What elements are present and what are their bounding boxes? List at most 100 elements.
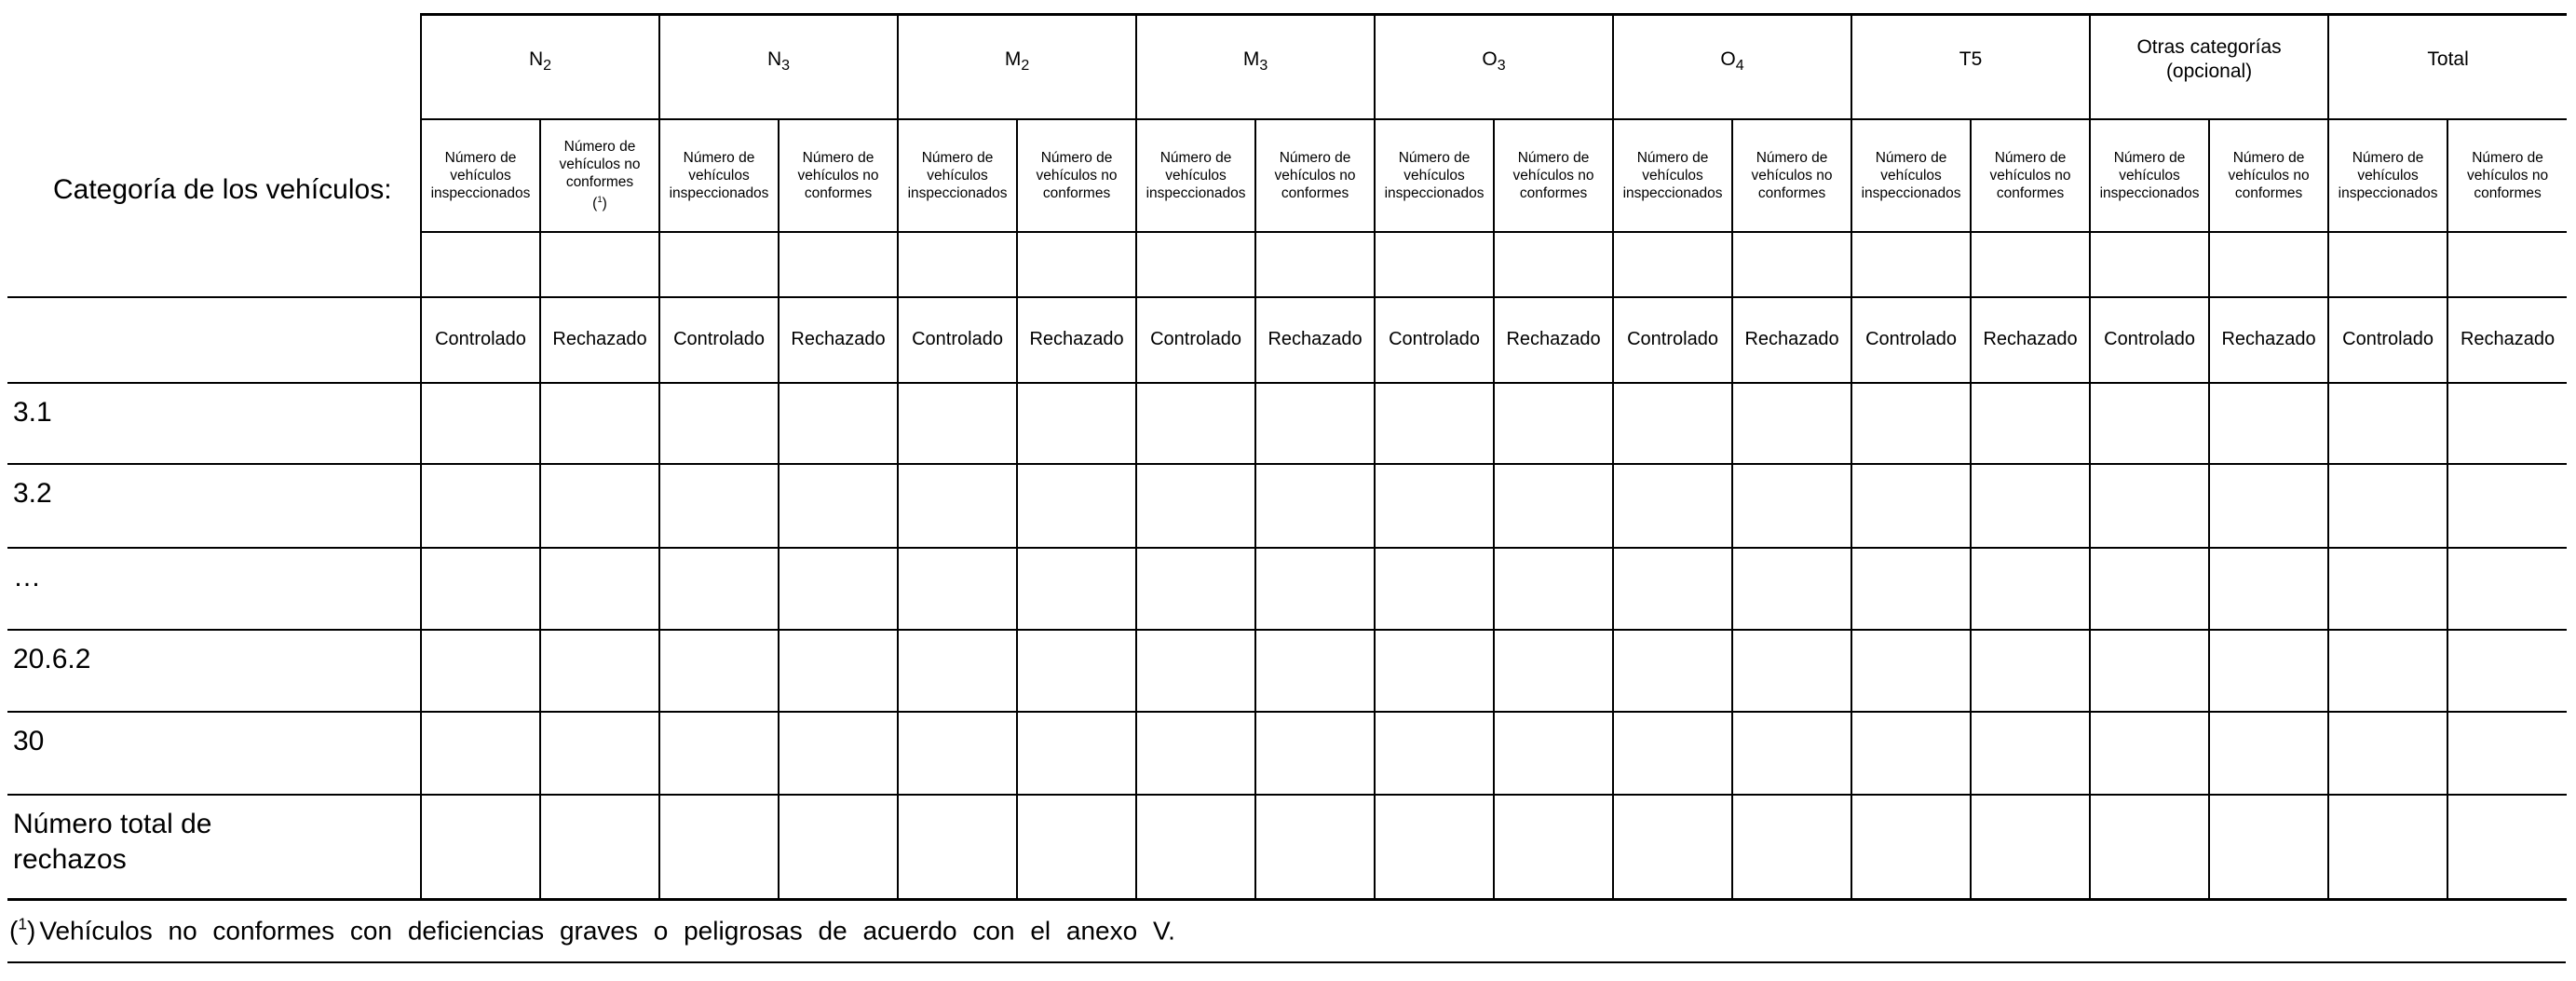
data-cell <box>538 462 661 549</box>
data-cell <box>1731 462 1853 549</box>
data-cell <box>420 381 541 465</box>
controlado-cell: Controlado <box>1851 295 1973 384</box>
data-cell <box>1970 546 2092 631</box>
data-cell <box>2327 381 2449 465</box>
data-cell <box>2327 546 2449 631</box>
data-cell <box>658 381 780 465</box>
footnote-marker: (1) <box>592 194 607 212</box>
data-cell <box>2327 462 2449 549</box>
subheader-m2-inspected: Número de vehículos inspeccionados <box>897 117 1019 233</box>
data-cell <box>1612 628 1734 713</box>
table-row-3-2: 3.2 <box>7 462 2568 549</box>
data-cell <box>1970 462 2092 549</box>
data-cell <box>420 793 541 901</box>
data-cell <box>658 462 780 549</box>
data-cell <box>897 793 1019 901</box>
data-cell <box>658 546 780 631</box>
data-cell <box>1135 546 1257 631</box>
rechazado-cell: Rechazado <box>1970 295 2092 384</box>
data-cell <box>1374 230 1496 298</box>
rechazado-cell: Rechazado <box>538 295 661 384</box>
data-cell <box>2447 546 2568 631</box>
footnote: (1) Vehículos no conformes con deficienci… <box>9 908 2576 947</box>
rechazado-cell: Rechazado <box>1731 295 1853 384</box>
data-cell <box>1016 230 1138 298</box>
group-header-n3: N3 <box>658 13 900 120</box>
data-cell <box>420 462 541 549</box>
data-cell <box>538 793 661 901</box>
data-cell <box>1374 710 1496 796</box>
subheader-n3-nonconforming: Número de vehículos no conformes <box>778 117 900 233</box>
data-cell <box>1970 793 2092 901</box>
subheader-total-inspected: Número de vehículos inspeccionados <box>2327 117 2449 233</box>
footnote-ref: (1) <box>9 915 36 946</box>
data-cell <box>1851 381 1973 465</box>
data-cell <box>1493 793 1615 901</box>
row-label: 3.2 <box>7 462 421 549</box>
data-cell <box>2089 710 2211 796</box>
table-row-30: 30 <box>7 710 2568 796</box>
controlado-cell: Controlado <box>1374 295 1496 384</box>
subheader-n2-inspected: Número de vehículos inspeccionados <box>420 117 541 233</box>
data-cell <box>1135 710 1257 796</box>
row-label-cell <box>7 295 421 384</box>
data-cell <box>1374 381 1496 465</box>
data-cell <box>1851 793 1973 901</box>
data-cell <box>2208 230 2330 298</box>
data-cell <box>2208 381 2330 465</box>
subheader-row: Número de vehículos inspeccionados Númer… <box>7 117 2568 233</box>
data-cell <box>1016 793 1138 901</box>
group-header-o3: O3 <box>1374 13 1615 120</box>
group-header-o4: O4 <box>1612 13 1853 120</box>
group-header-m2: M2 <box>897 13 1138 120</box>
data-cell <box>2208 710 2330 796</box>
data-cell <box>1374 462 1496 549</box>
data-cell <box>897 710 1019 796</box>
row-label: 3.1 <box>7 381 421 465</box>
data-cell <box>1731 710 1853 796</box>
table-row-20-6-2: 20.6.2 <box>7 628 2568 713</box>
data-cell <box>1135 628 1257 713</box>
data-cell <box>2089 628 2211 713</box>
data-cell <box>1851 462 1973 549</box>
data-cell <box>1493 230 1615 298</box>
data-cell <box>1731 230 1853 298</box>
subheader-t5-inspected: Número de vehículos inspeccionados <box>1851 117 1973 233</box>
spacer-row <box>7 230 2568 298</box>
data-cell <box>1374 546 1496 631</box>
row-label: Número total de rechazos <box>7 793 421 901</box>
data-cell <box>658 628 780 713</box>
subheader-t5-nonconforming: Número de vehículos no conformes <box>1970 117 2092 233</box>
data-cell <box>1970 381 2092 465</box>
group-header-n2: N2 <box>419 13 661 120</box>
data-cell <box>1254 462 1376 549</box>
data-cell <box>538 230 661 298</box>
data-cell <box>778 628 900 713</box>
group-header-t5: T5 <box>1851 13 2092 120</box>
data-cell <box>538 710 661 796</box>
data-cell <box>778 546 900 631</box>
subheader-otras-nonconforming: Número de vehículos no conformes <box>2208 117 2330 233</box>
table-row-3-1: 3.1 <box>7 381 2568 465</box>
data-cell <box>1254 546 1376 631</box>
data-cell <box>1612 462 1734 549</box>
data-cell <box>778 230 900 298</box>
data-cell <box>1493 710 1615 796</box>
rechazado-cell: Rechazado <box>2447 295 2568 384</box>
data-cell <box>2447 462 2568 549</box>
data-cell <box>1254 628 1376 713</box>
row-label: 30 <box>7 710 421 796</box>
controlado-cell: Controlado <box>2089 295 2211 384</box>
data-cell <box>897 546 1019 631</box>
data-cell <box>778 793 900 901</box>
data-cell <box>1374 793 1496 901</box>
data-cell <box>1493 628 1615 713</box>
data-cell <box>2447 381 2568 465</box>
table-row-total-rechazos: Número total de rechazos <box>7 793 2568 901</box>
controlado-cell: Controlado <box>897 295 1019 384</box>
data-cell <box>897 462 1019 549</box>
data-cell <box>2447 793 2568 901</box>
data-cell <box>1970 628 2092 713</box>
data-cell <box>1493 462 1615 549</box>
controlado-cell: Controlado <box>1612 295 1734 384</box>
